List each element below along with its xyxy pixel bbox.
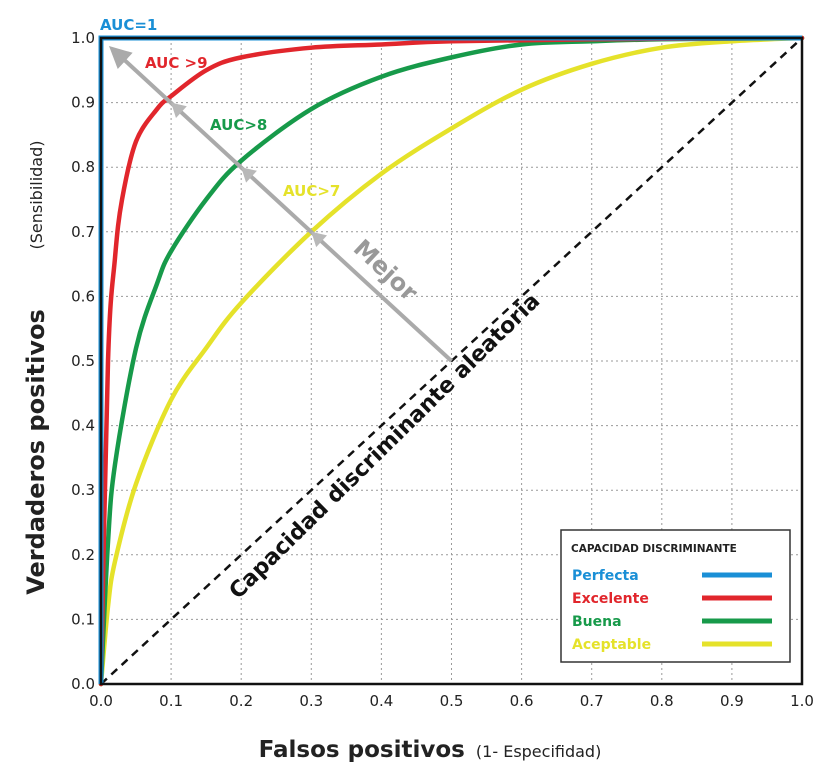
auc-label-perfecta: AUC=1 xyxy=(100,16,157,34)
auc-labels: AUC=1 AUC >9 AUC>8 AUC>7 xyxy=(100,16,340,200)
x-axis-subtitle: (1- Especifidad) xyxy=(476,742,601,761)
x-tick-label: 0.9 xyxy=(720,692,744,710)
y-axis-label: Verdaderos positivos (Sensibilidad) xyxy=(22,140,50,594)
y-tick-label: 0.4 xyxy=(71,417,95,435)
auc-label-aceptable: AUC>7 xyxy=(283,182,340,200)
y-tick-label: 0.2 xyxy=(71,546,95,564)
mejor-arrow-group xyxy=(109,46,453,363)
x-tick-label: 0.4 xyxy=(369,692,393,710)
mejor-arrow-chevron xyxy=(171,102,187,118)
plot-frame xyxy=(99,36,804,686)
x-tick-label: 0.1 xyxy=(159,692,183,710)
mejor-arrow-chevron xyxy=(311,231,328,248)
y-tick-label: 0.3 xyxy=(71,481,95,499)
y-tick-label: 0.8 xyxy=(71,158,95,176)
y-tick-label: 0.9 xyxy=(71,94,95,112)
x-tick-label: 0.0 xyxy=(89,692,113,710)
mejor-arrow-shaft xyxy=(117,53,453,363)
y-tick-label: 0.1 xyxy=(71,610,95,628)
y-tick-label: 0.0 xyxy=(71,675,95,693)
y-tick-label: 0.7 xyxy=(71,223,95,241)
y-tick-label: 0.5 xyxy=(71,352,95,370)
legend: CAPACIDAD DISCRIMINANTE Perfecta Excelent… xyxy=(560,529,791,663)
mejor-arrow-head xyxy=(109,46,133,69)
x-tick-label: 0.5 xyxy=(440,692,464,710)
y-tick-label: 0.6 xyxy=(71,287,95,305)
x-tick-label: 0.7 xyxy=(580,692,604,710)
x-tick-label: 0.6 xyxy=(510,692,534,710)
auc-label-excelente: AUC >9 xyxy=(145,54,208,72)
mejor-label: Mejor xyxy=(348,234,423,307)
reference-line-label: Capacidad discriminante aleatoria xyxy=(225,289,545,605)
legend-label-aceptable: Aceptable xyxy=(572,637,651,653)
mejor-arrow-chevron xyxy=(241,167,257,183)
y-axis-title: Verdaderos positivos xyxy=(22,309,50,594)
x-tick-label: 0.3 xyxy=(299,692,323,710)
legend-label-excelente: Excelente xyxy=(572,591,649,607)
legend-label-perfecta: Perfecta xyxy=(572,568,639,584)
legend-title: CAPACIDAD DISCRIMINANTE xyxy=(571,543,737,555)
y-tick-label: 1.0 xyxy=(71,29,95,47)
legend-entries: Perfecta Excelente Buena Aceptable xyxy=(572,568,772,653)
y-tick-labels: 0.0 0.1 0.2 0.3 0.4 0.5 0.6 0.7 0.8 0.9 1.0 xyxy=(71,29,95,693)
legend-label-buena: Buena xyxy=(572,614,622,630)
x-axis-label: Falsos positivos (1- Especifidad) xyxy=(259,737,602,763)
x-tick-label: 0.8 xyxy=(650,692,674,710)
series-line-aceptable xyxy=(98,35,805,687)
x-axis-title: Falsos positivos xyxy=(259,737,465,763)
x-tick-label: 1.0 xyxy=(790,692,814,710)
auc-label-buena: AUC>8 xyxy=(210,116,267,134)
x-tick-label: 0.2 xyxy=(229,692,253,710)
x-tick-labels: 0.0 0.1 0.2 0.3 0.4 0.5 0.6 0.7 0.8 0.9 1.0 xyxy=(89,692,814,710)
y-axis-subtitle: (Sensibilidad) xyxy=(27,140,46,249)
